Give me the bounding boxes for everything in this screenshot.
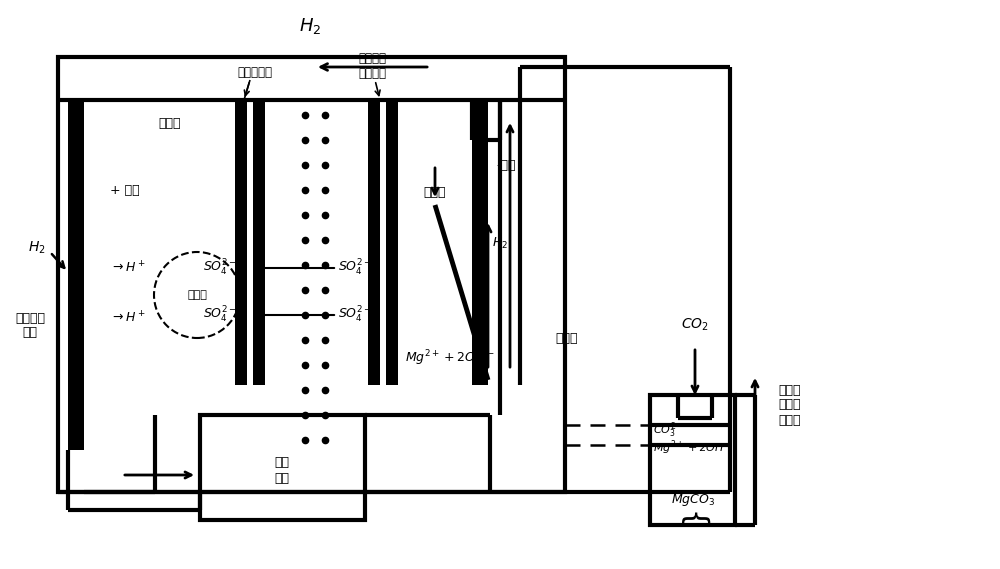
Text: $SO_4^{2-}$: $SO_4^{2-}$	[338, 258, 372, 278]
Text: $CO_2$: $CO_2$	[681, 317, 709, 333]
Text: 过滤: 过滤	[274, 456, 290, 468]
Text: -阴极: -阴极	[496, 159, 516, 171]
Text: 蛇纹石: 蛇纹石	[187, 290, 207, 300]
Text: $Mg^{2+}+2OH^-$: $Mg^{2+}+2OH^-$	[405, 348, 494, 368]
Text: $\rightarrow H^+$: $\rightarrow H^+$	[110, 310, 146, 325]
Text: $CO_3^{2-}$: $CO_3^{2-}$	[653, 420, 684, 440]
Text: $MgCO_3$: $MgCO_3$	[671, 492, 715, 508]
Text: 转移到: 转移到	[778, 398, 800, 411]
Text: $SO_4^{2-}$: $SO_4^{2-}$	[203, 305, 237, 325]
Text: $Mg^{2+}+2OH$: $Mg^{2+}+2OH$	[653, 439, 725, 457]
Text: 气体扩散: 气体扩散	[15, 311, 45, 324]
Text: $SO_4^{2-}$: $SO_4^{2-}$	[338, 305, 372, 325]
Bar	[650, 395, 735, 525]
Text: $H_2$: $H_2$	[299, 16, 321, 36]
Text: 电极: 电极	[22, 327, 38, 340]
Bar	[58, 57, 565, 492]
Bar	[386, 100, 398, 385]
Text: $H_2$: $H_2$	[28, 240, 46, 256]
Text: 结晶: 结晶	[274, 472, 290, 484]
Text: 蛇纹石: 蛇纹石	[158, 117, 180, 130]
Text: $\rightarrow H^+$: $\rightarrow H^+$	[110, 261, 146, 275]
Bar	[200, 415, 365, 520]
Text: 子交换膜: 子交换膜	[358, 67, 386, 80]
Text: 硫酸镁: 硫酸镁	[424, 185, 446, 199]
Text: 过滤后: 过滤后	[778, 384, 800, 397]
Text: }: }	[678, 504, 708, 523]
Text: 多孔无机膜: 多孔无机膜	[238, 65, 272, 79]
Bar	[68, 100, 84, 450]
Bar	[368, 100, 380, 385]
Bar	[235, 100, 247, 385]
Text: 阴极区: 阴极区	[778, 414, 800, 427]
Bar	[472, 100, 488, 385]
Text: $SO_4^{2-}$: $SO_4^{2-}$	[203, 258, 237, 278]
Bar	[253, 100, 265, 385]
Text: 硫酸镁: 硫酸镁	[555, 332, 578, 344]
Text: $H_2$: $H_2$	[492, 236, 508, 250]
Text: + 阳极: + 阳极	[110, 183, 140, 196]
Text: 二价阴离: 二价阴离	[358, 52, 386, 64]
